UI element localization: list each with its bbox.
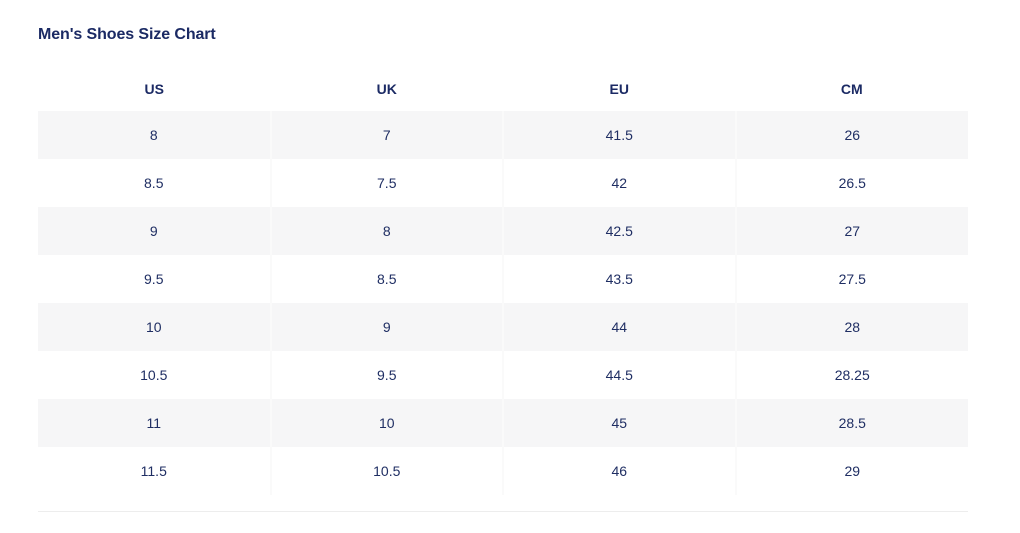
table-cell: 11.5: [140, 463, 167, 479]
table-cell: 10: [269, 399, 503, 447]
table-cell: 9: [269, 303, 503, 351]
table-row: 8.5 7.5 42 26.5: [38, 159, 968, 207]
table-header-row: US UK EU CM: [38, 67, 968, 111]
table-cell: 8: [269, 207, 503, 255]
column-header-uk: UK: [270, 67, 503, 111]
table-cell: 7: [269, 111, 503, 159]
table-cell: 10: [38, 303, 271, 351]
table-cell: 28: [734, 303, 968, 351]
table-cell: 10.5: [140, 367, 168, 383]
size-table: US UK EU CM 8 7 41.5 26 8.5 7.5 42 26.5 9 8 42.5 27…: [38, 67, 968, 495]
table-cell: 44.5: [502, 351, 736, 399]
table-cell: 9.5: [144, 271, 164, 287]
table-cell: 44: [502, 303, 736, 351]
table-cell: 46: [502, 447, 736, 495]
page-title: Men's Shoes Size Chart: [38, 26, 216, 43]
column-header-us: US: [38, 67, 271, 111]
table-cell: 9.5: [269, 351, 503, 399]
size-table-body: 8 7 41.5 26 8.5 7.5 42 26.5 9 8 42.5 27 9.5 8.5 43.5 27…: [38, 111, 968, 495]
table-cell: 8.5: [269, 255, 503, 303]
table-cell: 42: [502, 159, 736, 207]
table-cell: 28.5: [734, 399, 968, 447]
table-cell: 27: [734, 207, 968, 255]
table-cell: 8: [38, 111, 271, 159]
table-row: 10 9 44 28: [38, 303, 968, 351]
table-cell: 43.5: [502, 255, 736, 303]
size-chart-section: Men's Shoes Size Chart US UK EU CM 8 7 41.…: [38, 26, 968, 512]
table-cell: 26.5: [734, 159, 968, 207]
table-cell: 41.5: [502, 111, 736, 159]
table-row: 9 8 42.5 27: [38, 207, 968, 255]
table-cell: 42.5: [502, 207, 736, 255]
column-header-cm: CM: [735, 67, 968, 111]
table-cell: 9: [38, 207, 271, 255]
table-cell: 7.5: [269, 159, 503, 207]
table-cell: 11: [38, 399, 271, 447]
table-row: 10.5 9.5 44.5 28.25: [38, 351, 968, 399]
table-cell: 45: [502, 399, 736, 447]
size-table-head: US UK EU CM: [38, 67, 968, 111]
table-row: 11 10 45 28.5: [38, 399, 968, 447]
table-cell: 10.5: [269, 447, 503, 495]
table-cell: 26: [734, 111, 968, 159]
bottom-divider: [38, 511, 968, 512]
table-row: 9.5 8.5 43.5 27.5: [38, 255, 968, 303]
table-cell: 28.25: [734, 351, 968, 399]
table-row: 11.5 10.5 46 29: [38, 447, 968, 495]
table-cell: 8.5: [144, 175, 164, 191]
column-header-eu: EU: [503, 67, 736, 111]
table-cell: 29: [734, 447, 968, 495]
table-row: 8 7 41.5 26: [38, 111, 968, 159]
table-cell: 27.5: [734, 255, 968, 303]
